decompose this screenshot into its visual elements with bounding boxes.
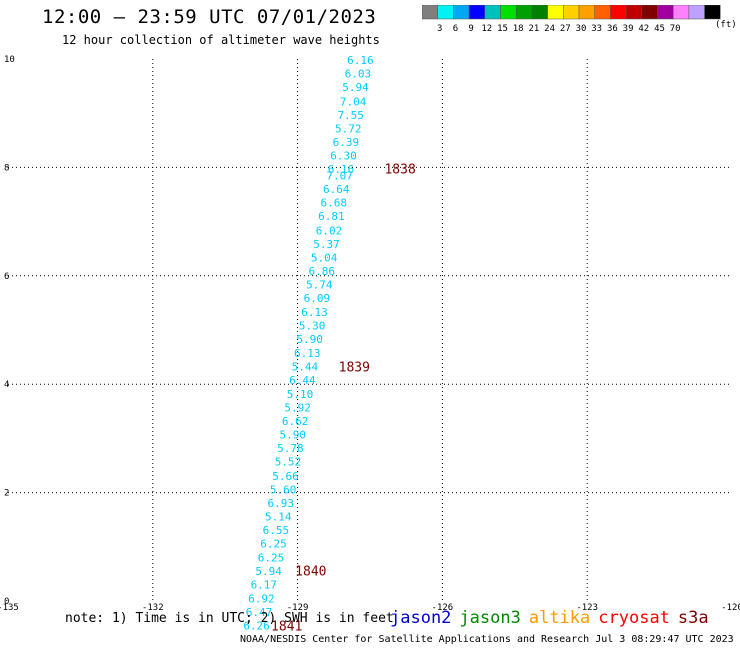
color-scale-label: 30: [576, 24, 587, 34]
wave-height-label: 6.64: [323, 183, 350, 196]
wave-height-label: 6.68: [321, 197, 348, 210]
y-tick-label: 0: [4, 597, 9, 607]
color-scale-label: 21: [528, 24, 539, 34]
wave-height-label: 5.92: [284, 402, 311, 415]
y-tick-label: 2: [4, 489, 9, 499]
color-scale-label: 42: [638, 24, 649, 34]
wave-height-label: 6.62: [282, 415, 309, 428]
x-tick-label: -123: [576, 603, 598, 613]
time-label: 1841: [271, 619, 302, 634]
color-scale-label: 15: [497, 24, 508, 34]
color-scale-label: 9: [468, 24, 473, 34]
wave-height-label: 6.16: [328, 163, 355, 176]
color-scale-label: 24: [544, 24, 555, 34]
wave-height-label: 6.44: [289, 374, 316, 387]
wave-height-label: 6.86: [308, 265, 335, 278]
wave-height-label: 5.30: [299, 320, 326, 333]
satellite-cryosat: cryosat: [598, 608, 670, 628]
wave-height-label: 6.13: [301, 306, 328, 319]
color-scale-label: 6: [453, 24, 458, 34]
y-tick-label: 10: [4, 55, 15, 65]
wave-height-label: 6.39: [333, 136, 360, 149]
y-tick-label: 6: [4, 272, 9, 282]
wave-height-label: 5.78: [277, 442, 304, 455]
color-scale-label: 45: [654, 24, 665, 34]
color-scale-unit: (ft): [715, 20, 737, 30]
color-scale-label: 36: [607, 24, 618, 34]
wave-height-label: 6.13: [294, 347, 321, 360]
x-tick-label: -126: [432, 603, 454, 613]
wave-height-label: 6.47: [246, 606, 273, 619]
wave-height-label: 6.03: [345, 68, 372, 81]
wave-height-label: 6.17: [251, 579, 278, 592]
wave-height-label: 5.37: [313, 238, 340, 251]
satellite-s3a: s3a: [677, 608, 709, 628]
wave-height-label: 6.92: [248, 592, 275, 605]
y-tick-label: 4: [4, 380, 9, 390]
x-tick-label: -129: [287, 603, 309, 613]
color-scale-label: 3: [437, 24, 442, 34]
wave-height-label: 7.04: [340, 95, 367, 108]
color-scale-label: 18: [513, 24, 524, 34]
satellite-legend: jason2 jason3 altika cryosat s3a: [390, 608, 717, 628]
color-scale-label: 33: [591, 24, 602, 34]
wave-height-label: 5.44: [292, 360, 319, 373]
wave-height-label: 6.25: [258, 552, 285, 565]
y-tick-label: 8: [4, 163, 9, 173]
wave-height-label: 6.02: [316, 224, 343, 237]
wave-height-label: 6.93: [267, 497, 294, 510]
footer-credit: NOAA/NESDIS Center for Satellite Applica…: [240, 634, 734, 645]
wave-height-label: 6.81: [318, 210, 345, 223]
x-tick-label: -120: [721, 603, 740, 613]
wave-height-label: 7.55: [337, 109, 364, 122]
color-scale-label: 27: [560, 24, 571, 34]
wave-height-label: 5.04: [311, 251, 338, 264]
wave-height-label: 6.55: [263, 524, 290, 537]
color-scale-legend: 3 6 9 12 15 18 21 24 27 30 33 36 39 42 45 70: [422, 5, 721, 34]
time-label: 1840: [295, 565, 326, 580]
wave-height-label: 5.10: [287, 388, 314, 401]
wave-height-label: 6.16: [347, 54, 374, 67]
wave-height-label: 5.90: [280, 429, 307, 442]
wave-height-label: 6.30: [330, 149, 357, 162]
wave-height-label: 5.94: [255, 565, 282, 578]
time-label: 1839: [339, 360, 370, 375]
wave-height-label: 6.09: [304, 292, 331, 305]
chart-subtitle: 12 hour collection of altimeter wave hei…: [62, 33, 380, 47]
wave-height-label: 5.74: [306, 278, 333, 291]
chart-title: 12:00 – 23:59 UTC 07/01/2023: [42, 6, 377, 28]
satellite-altika: altika: [528, 608, 591, 628]
wave-height-label: 5.14: [265, 510, 292, 523]
note-text: note: 1) Time is in UTC; 2) SWH is in fe…: [65, 611, 394, 626]
wave-height-label: 5.66: [272, 470, 299, 483]
satellite-jason3: jason3: [459, 608, 521, 628]
color-scale-label: 70: [670, 24, 681, 34]
x-tick-label: -135: [0, 603, 19, 613]
wave-height-label: 5.90: [296, 333, 323, 346]
wave-height-label: 6.26: [243, 619, 270, 632]
wave-height-label: 6.25: [260, 538, 287, 551]
wave-height-label: 5.60: [270, 483, 297, 496]
color-swatch: [704, 5, 721, 20]
wave-height-label: 5.72: [335, 122, 362, 135]
x-tick-label: -132: [142, 603, 164, 613]
color-scale-label: 39: [623, 24, 634, 34]
wave-height-label: 5.52: [275, 456, 302, 469]
satellite-jason2: jason2: [390, 608, 452, 628]
time-label: 1838: [384, 162, 415, 177]
wave-height-label: 7.07: [326, 170, 353, 183]
wave-height-label: 5.94: [342, 81, 369, 94]
color-scale-label: 12: [481, 24, 492, 34]
